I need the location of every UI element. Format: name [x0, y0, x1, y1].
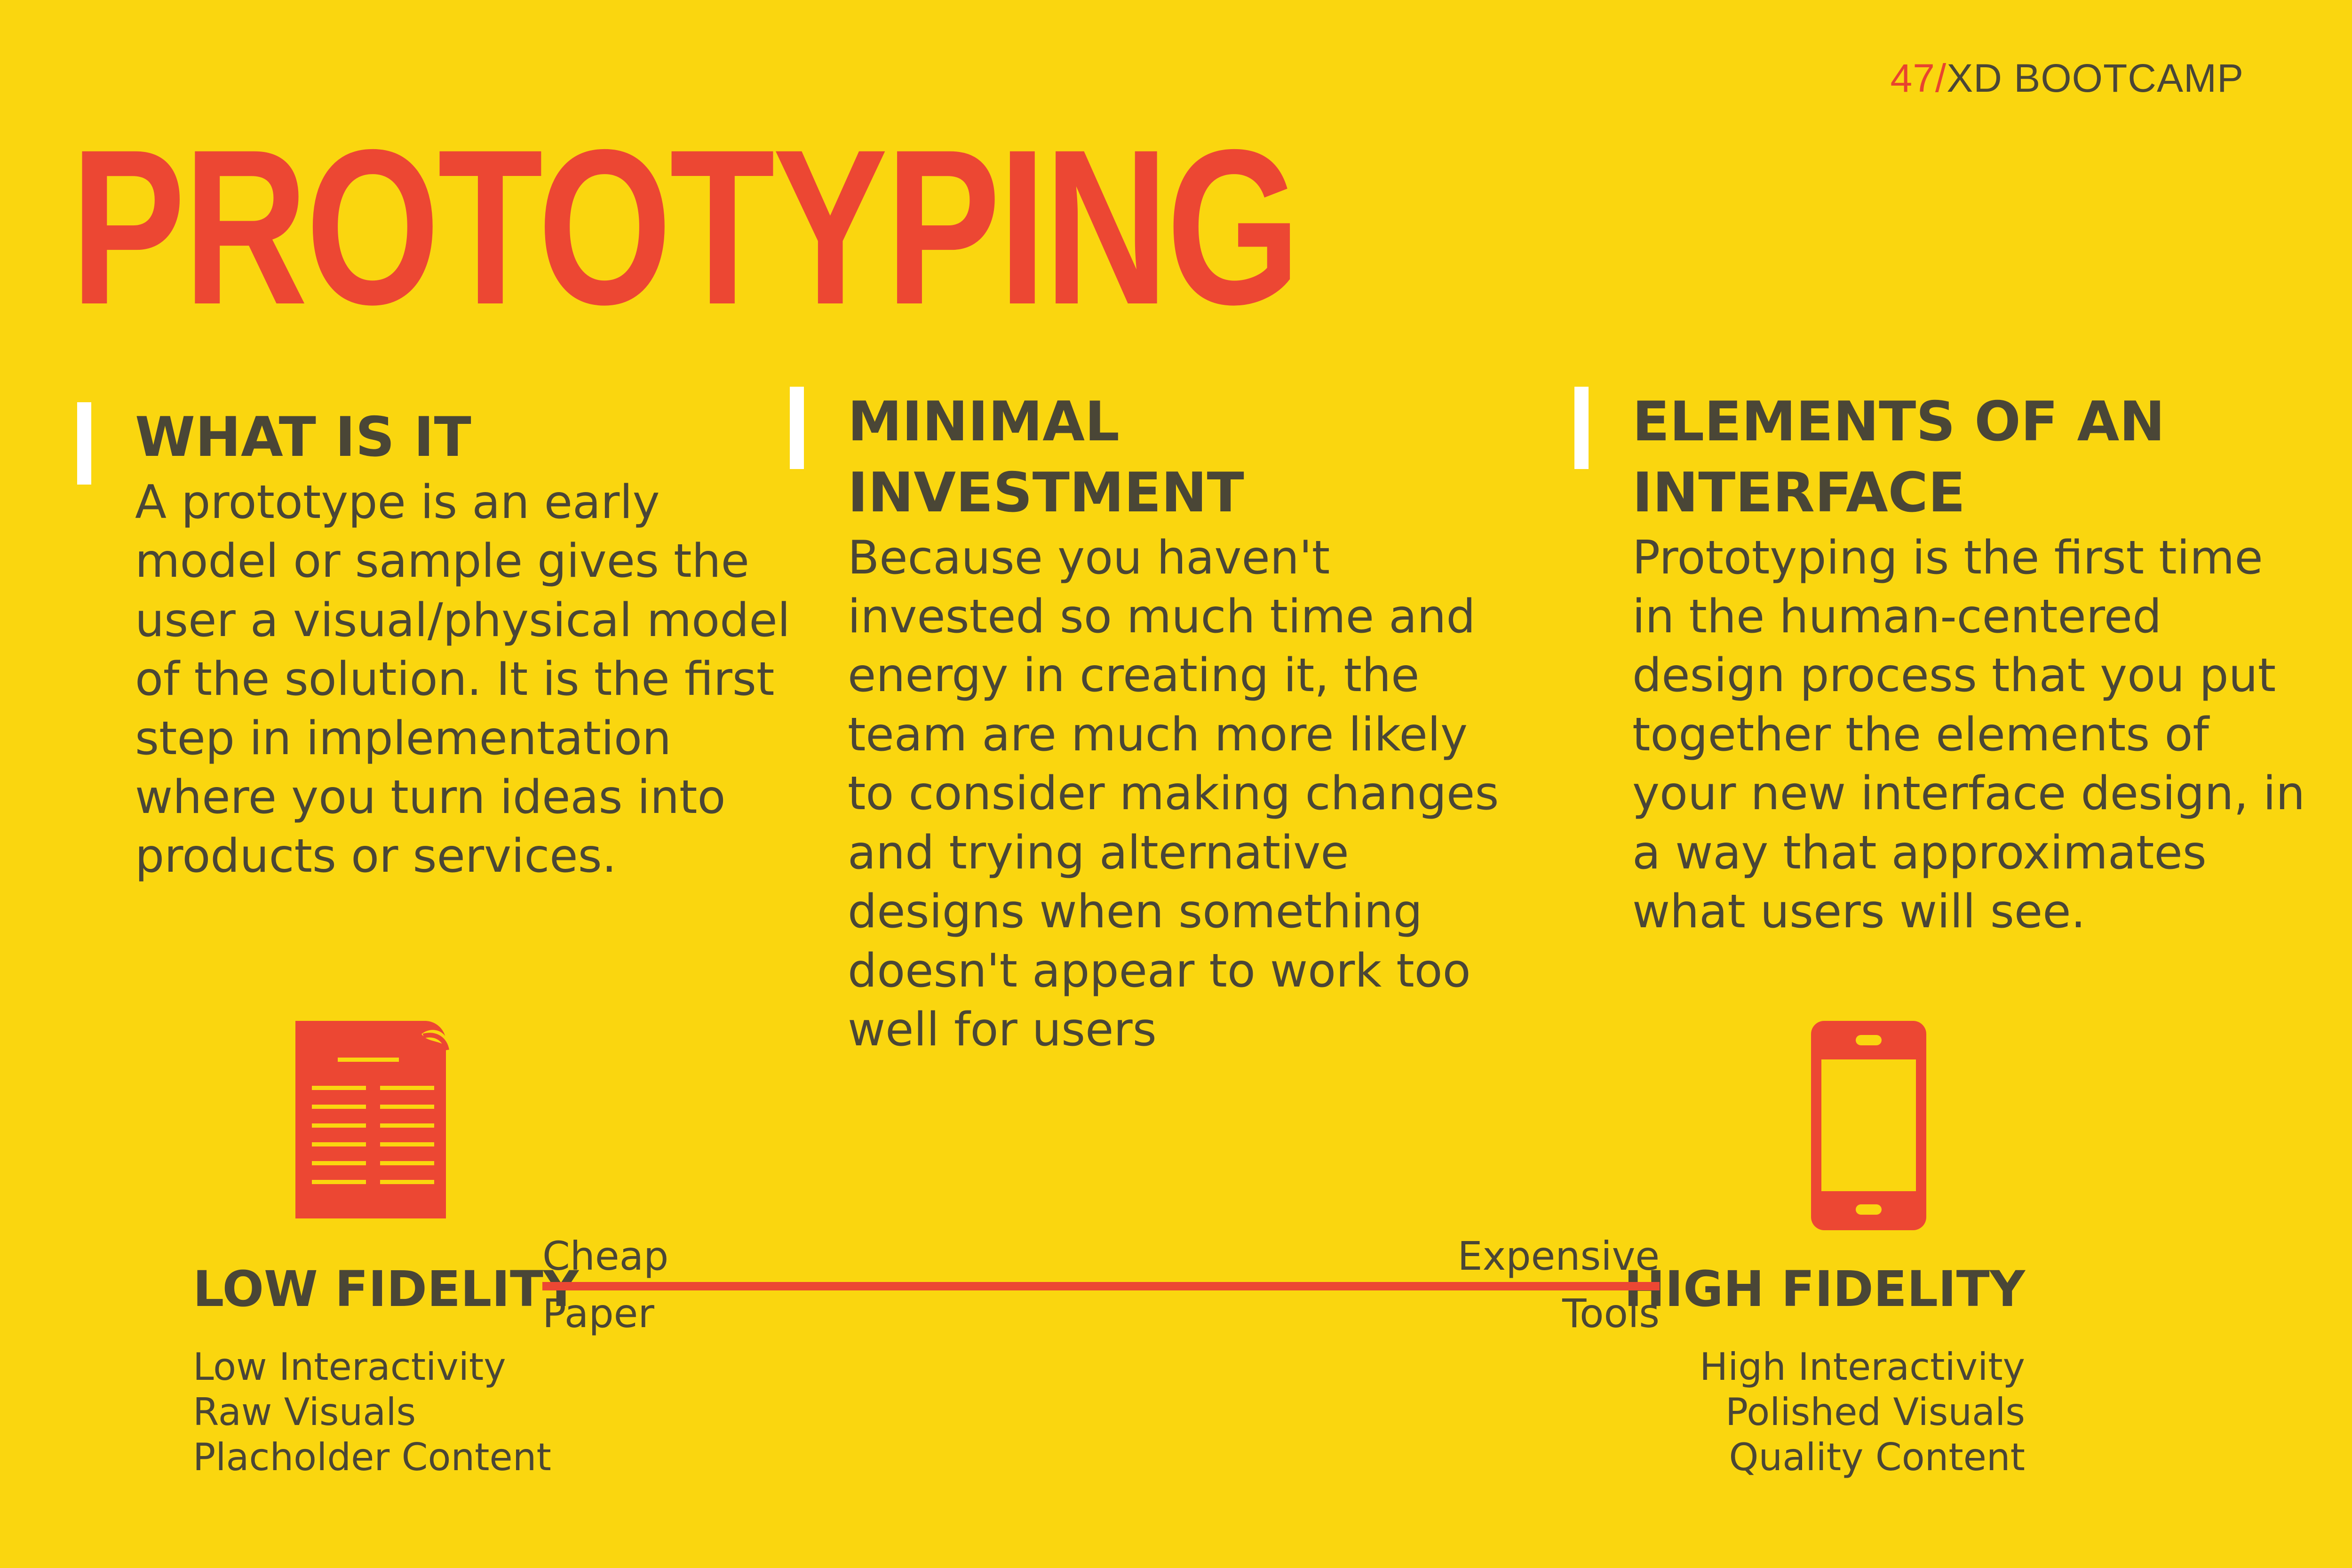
low-fidelity-list: Low Interactivity Raw Visuals Placholder… [193, 1345, 551, 1480]
column-body: A prototype is an early model or sample … [135, 475, 790, 883]
high-fidelity-list: High Interactivity Polished Visuals Qual… [1700, 1345, 2025, 1480]
page-title: PROTOTYPING [71, 103, 1301, 350]
column-body: Prototyping is the first time in the hum… [1632, 531, 2305, 939]
list-item: Placholder Content [193, 1435, 551, 1479]
brand-number: 47/ [1890, 56, 1947, 100]
column-elements-of-interface: ELEMENTS OF AN INTERFACE Prototyping is … [1574, 387, 2310, 942]
accent-bar [790, 387, 804, 469]
list-item: Low Interactivity [193, 1345, 506, 1389]
paper-document-icon [295, 1021, 449, 1218]
high-fidelity-title: HIGH FIDELITY [1624, 1260, 2025, 1318]
scale-label-cheap: Cheap [542, 1233, 669, 1279]
accent-bar [1574, 387, 1589, 469]
list-item: Raw Visuals [193, 1390, 416, 1434]
scale-label-paper: Paper [542, 1290, 654, 1337]
column-body: Because you haven't invested so much tim… [848, 531, 1499, 1057]
brand-label: 47/XD BOOTCAMP [1890, 56, 2244, 101]
scale-label-tools: Tools [1562, 1290, 1660, 1337]
brand-text: XD BOOTCAMP [1947, 56, 2244, 100]
low-fidelity-title: LOW FIDELITY [193, 1260, 579, 1318]
column-heading: MINIMAL INVESTMENT [848, 390, 1244, 525]
list-item: High Interactivity [1700, 1345, 2025, 1389]
smartphone-icon [1811, 1021, 1926, 1230]
column-what-is-it: WHAT IS IT A prototype is an early model… [77, 402, 812, 886]
column-heading: WHAT IS IT [135, 406, 471, 469]
accent-bar [77, 402, 91, 485]
scale-label-expensive: Expensive [1457, 1233, 1660, 1279]
column-minimal-investment: MINIMAL INVESTMENT Because you haven't i… [790, 387, 1525, 1060]
list-item: Quality Content [1729, 1435, 2025, 1479]
column-heading: ELEMENTS OF AN INTERFACE [1632, 390, 2165, 525]
fidelity-scale-line [542, 1282, 1660, 1290]
list-item: Polished Visuals [1725, 1390, 2025, 1434]
